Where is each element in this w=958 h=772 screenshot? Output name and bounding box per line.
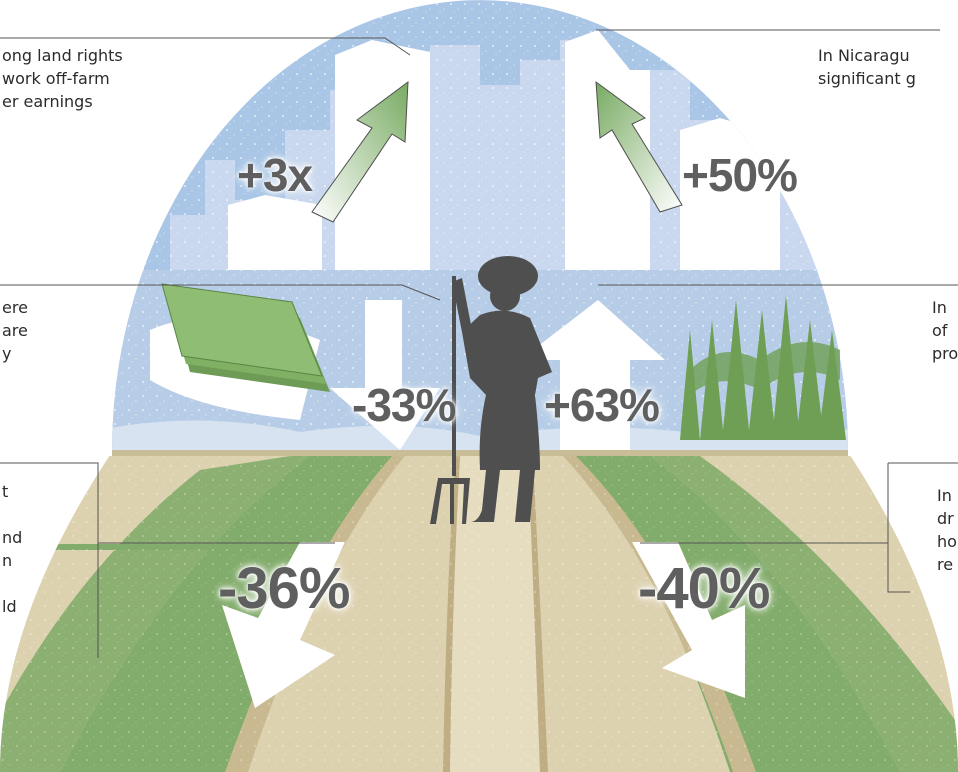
caption-mid-left: ere are y: [2, 298, 28, 363]
down-arrow-mid: [330, 300, 440, 450]
stat-right-low: -40%: [638, 556, 770, 621]
corn-field: [680, 295, 846, 440]
farmer-silhouette: [430, 256, 552, 524]
up-arrow-mid: [520, 300, 665, 450]
stat-left-low: -36%: [218, 556, 350, 621]
caption-top-left: ong land rights work off-farm er earning…: [2, 46, 123, 111]
stat-left-mid: -33%: [352, 379, 456, 431]
down-arrow-left-low: [222, 542, 345, 708]
caption-low-left: t nd n ld: [2, 482, 23, 616]
caption-top-right: In Nicaragu significant g: [818, 46, 916, 88]
caption-low-right: In dr ho re: [937, 486, 957, 574]
stat-nicaragua: +50%: [682, 149, 798, 201]
callout-lines: [0, 29, 958, 658]
caption-mid-right: In of pro: [932, 298, 958, 363]
stat-right-mid: +63%: [544, 379, 660, 431]
right-growth-arrow: [595, 80, 683, 213]
stat-off-farm: +3x: [237, 149, 313, 201]
down-arrow-right-low: [632, 542, 745, 698]
money-stack: [150, 283, 330, 420]
field: [0, 456, 958, 772]
left-growth-arrow: [311, 80, 409, 223]
